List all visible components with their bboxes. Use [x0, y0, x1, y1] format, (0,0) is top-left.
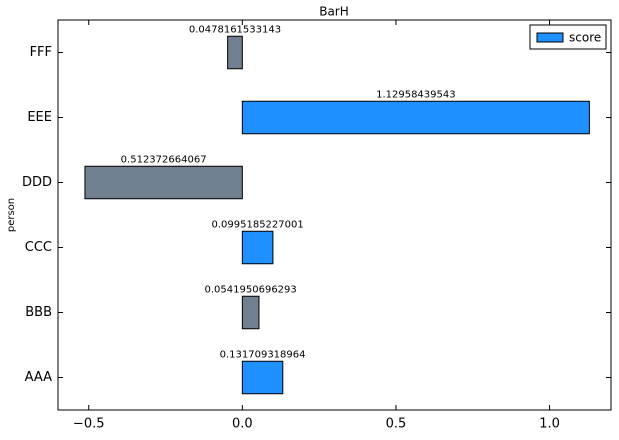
bar: [227, 35, 243, 70]
legend-label: score: [569, 31, 601, 45]
data-label: 0.0995185227001: [211, 219, 303, 230]
y-tick-label: CCC: [25, 240, 52, 255]
data-label: 0.131709318964: [220, 349, 306, 360]
x-tick-label: −0.5: [73, 417, 105, 432]
y-tick-label: DDD: [22, 175, 52, 190]
bar: [241, 100, 590, 135]
y-tick-label: FFF: [30, 45, 52, 60]
legend-swatch: [536, 32, 564, 43]
plot-frame: [57, 19, 612, 411]
x-tick-label: 0.5: [386, 417, 407, 432]
bar: [241, 295, 260, 330]
data-label: 0.0478161533143: [189, 24, 281, 35]
y-tick-label: AAA: [25, 370, 53, 385]
chart-title: BarH: [319, 5, 349, 19]
x-tick-label: 1.0: [539, 417, 560, 432]
bar: [84, 165, 243, 200]
data-label: 0.0541950696293: [205, 284, 297, 295]
bar: [241, 230, 274, 265]
y-tick-label: BBB: [25, 305, 52, 320]
data-label: 0.512372664067: [121, 154, 207, 165]
data-label: 1.12958439543: [376, 89, 456, 100]
y-axis-label: person: [6, 198, 17, 232]
x-tick-label: 0.0: [232, 417, 253, 432]
bar: [241, 360, 284, 395]
y-tick-label: EEE: [27, 110, 52, 125]
